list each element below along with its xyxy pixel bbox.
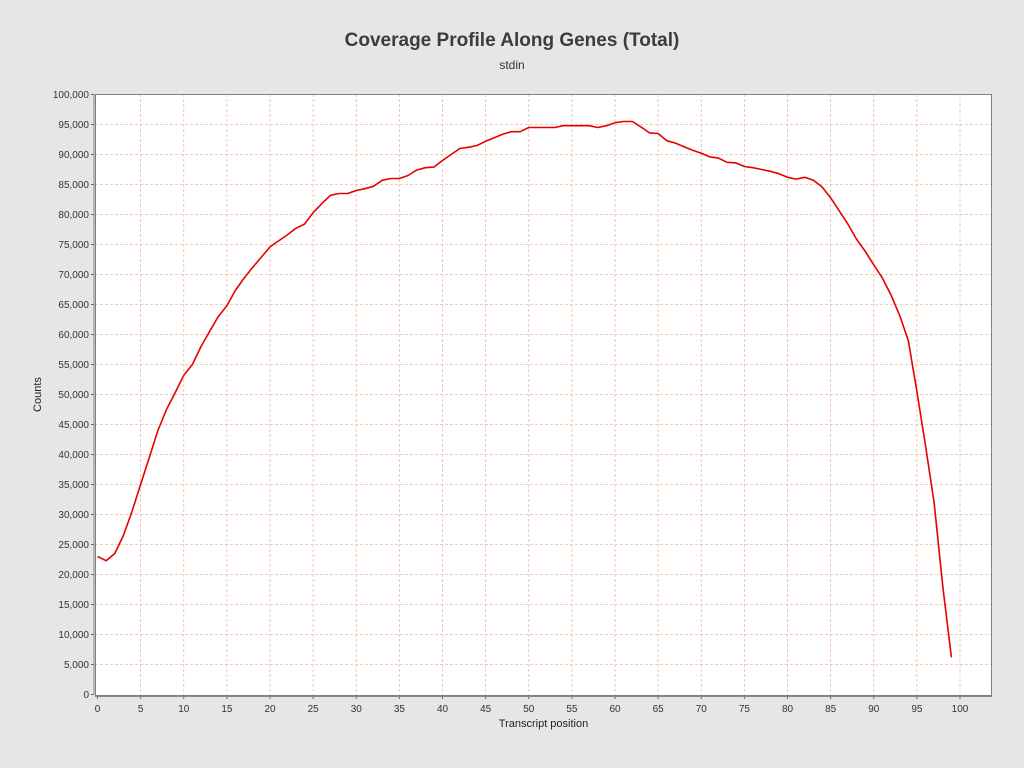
axes: 0 5 10 15 20 25 30 35 40 45 50 55 60 65 70 75 80 85 90 95 10…: [53, 90, 992, 715]
x-tick-label: 75: [739, 704, 751, 715]
x-tick-label: 35: [394, 704, 406, 715]
x-tick-label: 70: [696, 704, 708, 715]
x-axis-label: Transcript position: [499, 718, 588, 730]
x-tick-label: 85: [825, 704, 837, 715]
y-tick-label: 50,000: [58, 390, 89, 401]
x-tick-label: 40: [437, 704, 449, 715]
y-axis-label: Counts: [32, 377, 44, 412]
x-tick-label: 95: [911, 704, 923, 715]
x-tick-label: 100: [952, 704, 969, 715]
y-tick-label: 55,000: [58, 360, 89, 371]
y-tick-label: 90,000: [58, 150, 89, 161]
x-tick-label: 25: [308, 704, 320, 715]
y-tick-label: 10,000: [58, 630, 89, 641]
y-tick-label: 40,000: [58, 450, 89, 461]
x-tick-label: 90: [868, 704, 880, 715]
y-tick-label: 35,000: [58, 480, 89, 491]
y-tick-label: 65,000: [58, 300, 89, 311]
x-tick-label: 45: [480, 704, 492, 715]
x-tick-label: 0: [95, 704, 101, 715]
x-tick-label: 30: [351, 704, 363, 715]
y-tick-label: 15,000: [58, 600, 89, 611]
chart-subtitle: stdin: [499, 58, 525, 72]
plot-border: [95, 94, 992, 696]
y-tick-label: 45,000: [58, 420, 89, 431]
series: [97, 120, 953, 658]
grid: [95, 94, 992, 695]
y-tick-label: 0: [83, 690, 89, 701]
y-tick-label: 70,000: [58, 270, 89, 281]
y-tick-label: 25,000: [58, 540, 89, 551]
y-tick-label: 5,000: [64, 660, 89, 671]
x-tick-label: 80: [782, 704, 794, 715]
y-tick-label: 75,000: [58, 240, 89, 251]
coverage-line: [97, 120, 953, 658]
x-tick-label: 15: [221, 704, 233, 715]
y-tick-label: 80,000: [58, 210, 89, 221]
x-tick-label: 5: [138, 704, 144, 715]
x-tick-label: 50: [523, 704, 535, 715]
chart-title: Coverage Profile Along Genes (Total): [344, 30, 680, 51]
y-tick-label: 100,000: [53, 90, 90, 101]
x-tick-label: 20: [264, 704, 276, 715]
y-tick-label: 30,000: [58, 510, 89, 521]
x-tick-label: 65: [653, 704, 665, 715]
x-tick-label: 60: [609, 704, 621, 715]
y-tick-label: 20,000: [58, 570, 89, 581]
y-tick-label: 95,000: [58, 120, 89, 131]
x-tick-label: 55: [566, 704, 578, 715]
y-tick-label: 85,000: [58, 180, 89, 191]
y-tick-label: 60,000: [58, 330, 89, 341]
x-tick-label: 10: [178, 704, 190, 715]
